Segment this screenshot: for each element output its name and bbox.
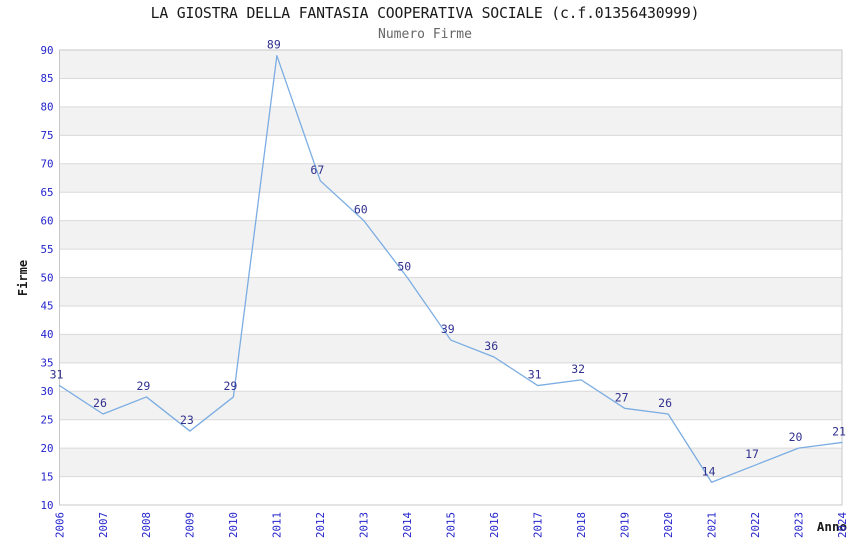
y-tick-label: 40 [40, 328, 53, 341]
y-tick-label: 55 [40, 243, 53, 256]
data-label: 67 [310, 163, 324, 177]
x-tick-label: 2024 [836, 512, 849, 538]
data-label: 21 [832, 424, 846, 438]
data-label: 14 [702, 464, 716, 478]
x-tick-label: 2006 [53, 512, 66, 538]
grid-band [59, 448, 842, 477]
x-tick-label: 2009 [184, 512, 197, 538]
grid-band [59, 163, 842, 193]
data-label: 23 [180, 413, 194, 427]
grid-band [59, 220, 842, 250]
y-tick-label: 60 [40, 214, 53, 227]
data-label: 29 [223, 379, 237, 393]
data-label: 89 [267, 38, 281, 52]
y-tick-label: 70 [40, 158, 53, 171]
y-tick-label: 35 [40, 357, 53, 370]
x-tick-label: 2023 [792, 512, 805, 538]
y-tick-label: 20 [40, 442, 53, 455]
data-label: 26 [93, 396, 107, 410]
data-label: 17 [745, 447, 759, 461]
x-tick-label: 2016 [488, 512, 501, 538]
y-tick-label: 25 [40, 413, 53, 426]
data-label: 27 [615, 390, 629, 404]
grid-band [59, 334, 842, 363]
data-label: 39 [441, 322, 455, 336]
grid-band [59, 277, 842, 306]
x-tick-label: 2008 [140, 512, 153, 538]
y-tick-label: 85 [40, 72, 53, 85]
x-tick-label: 2013 [358, 512, 371, 538]
data-label: 36 [484, 339, 498, 353]
grid-band [59, 50, 842, 79]
x-tick-label: 2012 [314, 512, 327, 538]
data-label: 29 [137, 379, 151, 393]
x-tick-label: 2015 [445, 512, 458, 538]
data-label: 26 [658, 396, 672, 410]
y-tick-label: 80 [40, 101, 53, 114]
plot-frame [59, 49, 843, 506]
x-tick-label: 2007 [97, 512, 110, 538]
y-tick-label: 50 [40, 271, 53, 284]
data-label: 60 [354, 203, 368, 217]
data-label: 20 [789, 430, 803, 444]
data-label: 32 [571, 362, 585, 376]
y-tick-label: 65 [40, 186, 53, 199]
y-tick-label: 90 [40, 44, 53, 57]
y-tick-label: 15 [40, 470, 53, 483]
chart-subtitle: Numero Firme [378, 27, 472, 42]
x-tick-label: 2019 [618, 512, 631, 538]
x-tick-label: 2011 [271, 512, 284, 538]
x-tick-label: 2018 [575, 512, 588, 538]
x-tick-label: 2017 [531, 512, 544, 538]
grid-band [59, 106, 842, 136]
x-axis-label: Anno [816, 519, 847, 534]
x-tick-label: 2020 [662, 512, 675, 538]
data-label: 31 [50, 368, 64, 382]
x-tick-label: 2014 [401, 512, 414, 538]
x-tick-label: 2022 [749, 512, 762, 538]
data-label: 50 [397, 260, 411, 274]
y-tick-label: 30 [40, 385, 53, 398]
y-tick-label: 75 [40, 129, 53, 142]
grid-band [59, 391, 842, 420]
y-tick-label: 10 [40, 499, 53, 512]
series-line [58, 55, 843, 483]
chart-title: LA GIOSTRA DELLA FANTASIA COOPERATIVA SO… [150, 5, 700, 22]
x-tick-label: 2021 [705, 512, 718, 538]
x-tick-label: 2010 [227, 512, 240, 538]
data-label: 31 [528, 368, 542, 382]
y-tick-label: 45 [40, 300, 53, 313]
